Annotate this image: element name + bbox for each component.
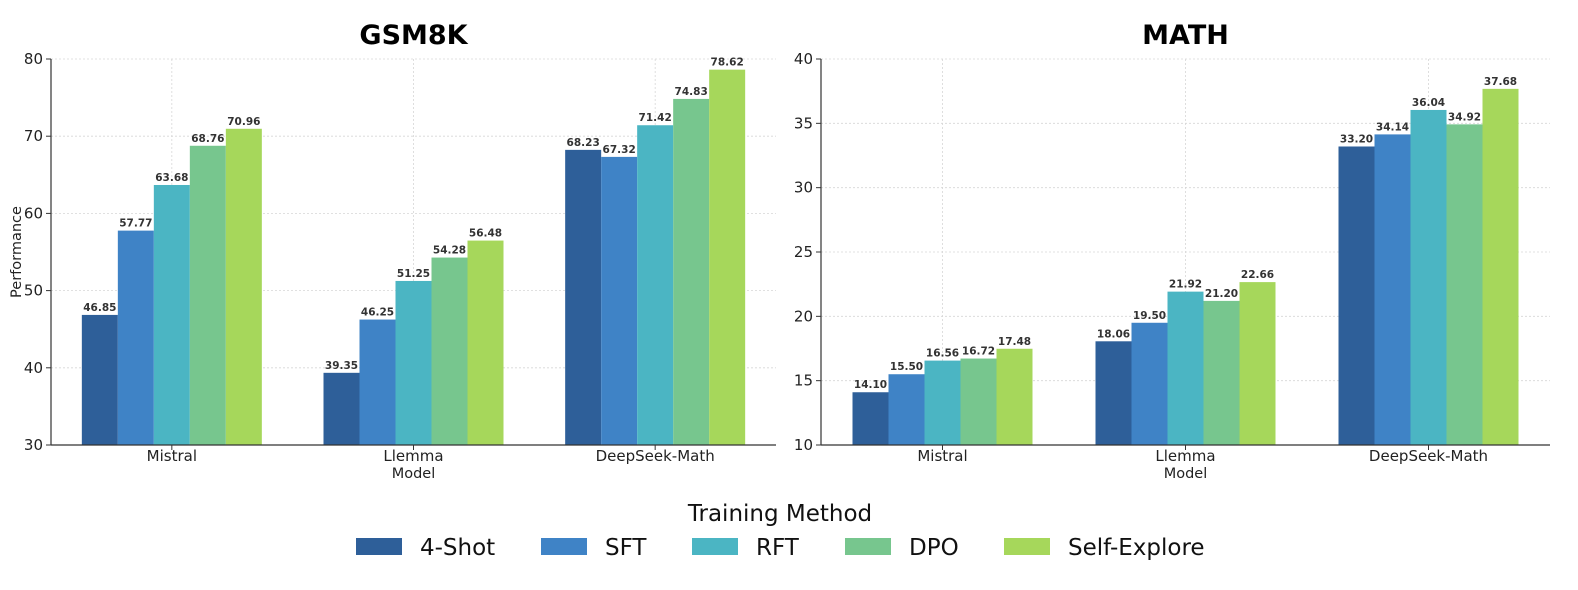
bar — [1446, 124, 1483, 445]
x-tick-label: Mistral — [917, 447, 967, 465]
legend-swatch — [541, 538, 587, 555]
data-label: 21.92 — [1169, 279, 1202, 291]
bar — [996, 348, 1033, 445]
bar — [1239, 282, 1276, 445]
bar — [1374, 134, 1411, 445]
legend-item-label: SFT — [605, 535, 647, 561]
bar — [565, 149, 602, 446]
x-tick-label: Llemma — [1155, 447, 1215, 465]
data-label: 68.23 — [567, 137, 600, 149]
bar — [323, 372, 360, 445]
bar — [225, 128, 262, 445]
bar — [1131, 322, 1168, 445]
data-label: 46.25 — [361, 307, 394, 319]
legend-item-label: 4-Shot — [420, 535, 495, 561]
data-label: 34.92 — [1448, 111, 1481, 123]
bar — [637, 125, 674, 445]
bar — [1338, 146, 1375, 445]
data-label: 46.85 — [83, 302, 116, 314]
bar — [709, 69, 746, 446]
legend-swatch — [692, 538, 738, 555]
data-label: 17.48 — [998, 336, 1031, 348]
bar — [924, 360, 961, 445]
y-tick-label: 80 — [24, 50, 43, 68]
legend-item-label: RFT — [756, 535, 800, 561]
y-tick-label: 35 — [794, 114, 813, 132]
bar — [153, 184, 190, 445]
data-label: 19.50 — [1133, 310, 1166, 322]
chart-title: GSM8K — [359, 20, 468, 51]
data-label: 78.62 — [711, 57, 744, 69]
data-label: 70.96 — [227, 116, 260, 128]
data-label: 14.10 — [854, 379, 887, 391]
data-label: 36.04 — [1412, 97, 1445, 109]
bar — [852, 392, 889, 445]
data-label: 54.28 — [433, 245, 466, 257]
bar — [601, 156, 638, 446]
data-label: 34.14 — [1376, 121, 1409, 133]
bar — [81, 314, 118, 445]
data-label: 21.20 — [1205, 288, 1238, 300]
y-tick-label: 25 — [794, 243, 813, 261]
bar — [1203, 300, 1240, 445]
y-axis-label: Performance — [9, 206, 25, 298]
data-label: 68.76 — [191, 133, 224, 145]
bar — [673, 98, 710, 445]
y-tick-label: 60 — [24, 204, 43, 222]
y-tick-label: 30 — [794, 179, 813, 197]
data-label: 71.42 — [639, 112, 672, 124]
bar — [1482, 88, 1519, 445]
data-label: 15.50 — [890, 361, 923, 373]
data-label: 22.66 — [1241, 269, 1274, 281]
data-label: 63.68 — [155, 172, 188, 184]
data-label: 67.32 — [603, 144, 636, 156]
legend-swatch — [356, 538, 402, 555]
bar — [1410, 109, 1447, 446]
x-tick-label: DeepSeek-Math — [596, 447, 715, 465]
legend-swatch — [1004, 538, 1050, 555]
data-label: 39.35 — [325, 360, 358, 372]
bar — [1095, 341, 1132, 445]
bar — [395, 280, 432, 445]
bar — [960, 358, 997, 445]
legend-item-label: DPO — [909, 535, 959, 561]
bar — [431, 257, 468, 445]
y-tick-label: 20 — [794, 307, 813, 325]
data-label: 16.72 — [962, 346, 995, 358]
data-label: 57.77 — [119, 218, 152, 230]
y-tick-label: 50 — [24, 282, 43, 300]
data-label: 37.68 — [1484, 76, 1517, 88]
bar — [1167, 291, 1204, 445]
y-tick-label: 10 — [794, 436, 813, 454]
chart-title: MATH — [1142, 20, 1229, 51]
x-tick-label: DeepSeek-Math — [1369, 447, 1488, 465]
bar — [189, 145, 226, 445]
data-label: 74.83 — [675, 86, 708, 98]
x-axis-label: Model — [392, 466, 436, 482]
legend-item-label: Self-Explore — [1068, 535, 1205, 561]
x-axis-label: Model — [1164, 466, 1208, 482]
data-label: 18.06 — [1097, 328, 1130, 340]
x-tick-label: Mistral — [147, 447, 197, 465]
bar — [117, 230, 154, 445]
data-label: 33.20 — [1340, 133, 1373, 145]
bar — [467, 240, 504, 445]
data-label: 56.48 — [469, 228, 502, 240]
data-label: 51.25 — [397, 268, 430, 280]
bar — [359, 319, 396, 445]
legend-title: Training Method — [687, 501, 872, 527]
y-tick-label: 30 — [24, 436, 43, 454]
y-tick-label: 70 — [24, 127, 43, 145]
y-tick-label: 15 — [794, 372, 813, 390]
data-label: 16.56 — [926, 348, 959, 360]
bar — [888, 374, 925, 445]
y-tick-label: 40 — [794, 50, 813, 68]
legend-swatch — [845, 538, 891, 555]
y-tick-label: 40 — [24, 359, 43, 377]
x-tick-label: Llemma — [383, 447, 443, 465]
